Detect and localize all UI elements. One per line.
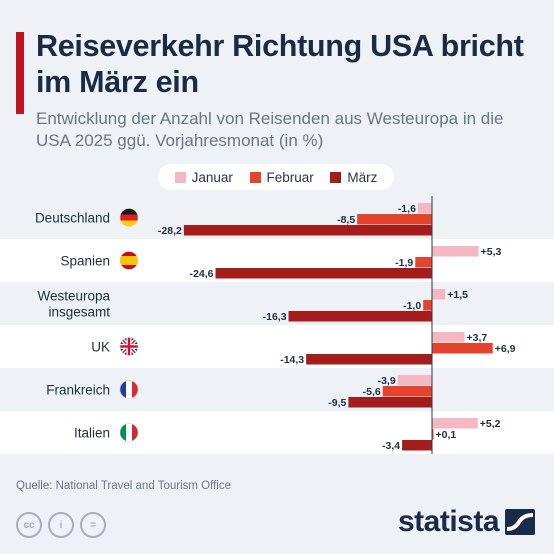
legend-label-januar: Januar [191, 169, 233, 185]
legend-swatch-januar [174, 171, 186, 183]
bar-februar [432, 429, 434, 440]
flag-france-icon [119, 380, 139, 399]
chart-subtitle: Entwicklung der Anzahl von Reisenden aus… [36, 109, 504, 150]
statista-logo[interactable]: statista [398, 505, 536, 539]
category-label: Spanien [60, 254, 110, 269]
row-background [0, 282, 554, 325]
equals-icon[interactable]: = [80, 512, 106, 538]
bar-januar [432, 332, 465, 343]
flag-germany-icon [119, 208, 139, 227]
category-label: insgesamt [48, 305, 110, 320]
data-label: -3,9 [378, 375, 396, 387]
category-label: Italien [74, 426, 110, 441]
legend-swatch-februar [249, 171, 261, 183]
data-label: -8,5 [337, 214, 355, 226]
data-label: -1,6 [398, 203, 416, 215]
license-icons: cc i = [16, 512, 106, 538]
legend-item-februar: Februar [249, 169, 314, 185]
data-label: +1,5 [447, 289, 468, 301]
bar-maerz [402, 440, 432, 451]
bar-maerz [183, 225, 432, 236]
data-label: -1,0 [403, 300, 421, 312]
bar-februar [357, 214, 432, 225]
bar-januar [397, 375, 432, 386]
bar-februar [423, 300, 432, 311]
data-label: +0,1 [436, 429, 457, 441]
bar-februar [415, 257, 432, 268]
bar-januar [432, 418, 478, 429]
data-label: -24,6 [190, 268, 214, 280]
category-label: Frankreich [46, 383, 110, 398]
bar-januar [432, 289, 446, 300]
legend-label-maerz: März [347, 169, 378, 185]
title-accent-bar [16, 32, 24, 114]
bar-februar [432, 343, 493, 354]
data-label: +5,3 [481, 246, 502, 258]
data-label: +3,7 [467, 332, 488, 344]
logo-text: statista [398, 505, 500, 538]
bar-januar [417, 203, 432, 214]
flag-spain-icon [119, 251, 139, 270]
legend-label-februar: Februar [266, 169, 314, 185]
category-label: Westeuropa [37, 289, 110, 304]
flag-italy-icon [119, 423, 139, 442]
data-label: -3,4 [382, 440, 400, 452]
data-label: -9,5 [328, 397, 346, 409]
cc-icon[interactable]: cc [16, 512, 42, 538]
chart-title: Reiseverkehr Richtung USA bricht im März… [36, 29, 524, 99]
person-icon[interactable]: i [48, 512, 74, 538]
legend-swatch-maerz [330, 171, 342, 183]
flag-uk-icon [119, 337, 139, 356]
bar-maerz [348, 397, 432, 408]
data-label: -1,9 [395, 257, 413, 269]
data-label: -14,3 [280, 354, 304, 366]
category-label: Deutschland [35, 211, 110, 226]
legend: Januar Februar März [158, 164, 394, 190]
legend-item-januar: Januar [174, 169, 233, 185]
row-background [0, 368, 554, 411]
bar-januar [432, 246, 479, 257]
bar-maerz [306, 354, 432, 365]
data-label: -16,3 [263, 311, 287, 323]
category-label: UK [91, 340, 110, 355]
data-label: -28,2 [158, 225, 182, 237]
logo-mark-icon [505, 509, 536, 535]
bar-maerz [288, 311, 432, 322]
data-label: +6,9 [495, 343, 516, 355]
data-label: -5,6 [363, 386, 381, 398]
bar-februar [382, 386, 432, 397]
legend-item-maerz: März [330, 170, 377, 185]
data-label: +5,2 [480, 418, 501, 430]
bar-maerz [215, 268, 432, 279]
source-note: Quelle: National Travel and Tourism Offi… [16, 480, 231, 492]
